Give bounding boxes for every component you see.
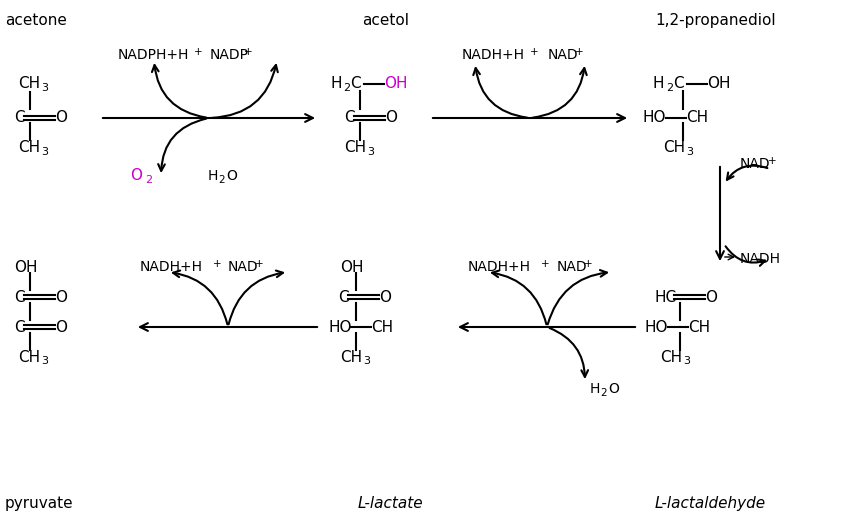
- Text: NAD: NAD: [228, 260, 259, 274]
- Text: +: +: [194, 47, 203, 57]
- Text: NAD: NAD: [557, 260, 588, 274]
- Text: C: C: [673, 77, 684, 92]
- FancyArrowPatch shape: [173, 270, 228, 324]
- Text: O: O: [55, 320, 67, 334]
- Text: NAD: NAD: [740, 157, 771, 171]
- Text: O: O: [55, 289, 67, 305]
- Text: CH: CH: [688, 320, 710, 334]
- Text: OH: OH: [14, 260, 38, 275]
- Text: 3: 3: [363, 356, 370, 366]
- FancyArrowPatch shape: [533, 68, 587, 117]
- Text: C: C: [14, 289, 25, 305]
- Text: +: +: [255, 259, 264, 269]
- FancyArrowPatch shape: [152, 65, 206, 117]
- Text: L-lactate: L-lactate: [358, 496, 423, 511]
- FancyArrowPatch shape: [550, 328, 588, 377]
- Text: 3: 3: [683, 356, 690, 366]
- Text: NADH: NADH: [740, 252, 781, 266]
- Text: 2: 2: [145, 175, 152, 185]
- Text: +: +: [584, 259, 593, 269]
- FancyArrowPatch shape: [228, 270, 283, 324]
- Text: C: C: [14, 320, 25, 334]
- Text: L-lactaldehyde: L-lactaldehyde: [655, 496, 766, 511]
- Text: OH: OH: [707, 77, 730, 92]
- FancyArrowPatch shape: [158, 118, 206, 171]
- Text: C: C: [338, 289, 349, 305]
- FancyArrowPatch shape: [726, 247, 765, 266]
- Text: NADH+H: NADH+H: [468, 260, 531, 274]
- Text: 3: 3: [367, 147, 374, 157]
- Text: HO: HO: [328, 320, 351, 334]
- Text: CH: CH: [686, 111, 708, 125]
- Text: OH: OH: [384, 77, 407, 92]
- Text: CH: CH: [344, 141, 366, 156]
- Text: CH: CH: [663, 141, 685, 156]
- Text: H: H: [330, 77, 342, 92]
- Text: 3: 3: [41, 356, 48, 366]
- Text: CH: CH: [18, 77, 40, 92]
- FancyArrowPatch shape: [548, 270, 607, 324]
- Text: O: O: [55, 111, 67, 125]
- Text: +: +: [530, 47, 539, 57]
- Text: 2: 2: [666, 83, 673, 93]
- Text: H: H: [208, 169, 218, 183]
- Text: NADH+H: NADH+H: [140, 260, 203, 274]
- Text: CH: CH: [340, 350, 362, 364]
- Text: +: +: [575, 47, 583, 57]
- Text: +: +: [244, 47, 253, 57]
- FancyArrowPatch shape: [473, 68, 527, 117]
- Text: 3: 3: [41, 147, 48, 157]
- Text: O: O: [379, 289, 391, 305]
- FancyArrowPatch shape: [727, 166, 767, 180]
- Text: 3: 3: [41, 83, 48, 93]
- Text: O: O: [608, 382, 618, 396]
- Text: 2: 2: [600, 388, 606, 398]
- Text: CH: CH: [371, 320, 393, 334]
- Text: HO: HO: [643, 111, 667, 125]
- Text: acetol: acetol: [362, 13, 409, 28]
- Text: H: H: [653, 77, 665, 92]
- Text: C: C: [350, 77, 361, 92]
- Text: +: +: [213, 259, 222, 269]
- Text: HC: HC: [655, 289, 677, 305]
- FancyArrowPatch shape: [212, 65, 277, 118]
- Text: acetone: acetone: [5, 13, 67, 28]
- Text: CH: CH: [18, 350, 40, 364]
- Text: OH: OH: [340, 260, 363, 275]
- Text: 2: 2: [343, 83, 350, 93]
- Text: +: +: [541, 259, 550, 269]
- Text: C: C: [344, 111, 355, 125]
- Text: O: O: [130, 169, 142, 184]
- Text: HO: HO: [645, 320, 668, 334]
- Text: O: O: [705, 289, 717, 305]
- Text: NADPH+H: NADPH+H: [118, 48, 189, 62]
- Text: NAD: NAD: [548, 48, 579, 62]
- Text: +: +: [768, 156, 777, 166]
- Text: CH: CH: [660, 350, 682, 364]
- Text: 3: 3: [686, 147, 693, 157]
- Text: O: O: [226, 169, 237, 183]
- FancyArrowPatch shape: [492, 270, 546, 324]
- Text: CH: CH: [18, 141, 40, 156]
- Text: 2: 2: [218, 175, 224, 185]
- Text: O: O: [385, 111, 397, 125]
- Text: 1,2-propanediol: 1,2-propanediol: [655, 13, 776, 28]
- Text: H: H: [590, 382, 600, 396]
- Text: NADP: NADP: [210, 48, 249, 62]
- Text: NADH+H: NADH+H: [462, 48, 525, 62]
- Text: pyruvate: pyruvate: [5, 496, 74, 511]
- Text: C: C: [14, 111, 25, 125]
